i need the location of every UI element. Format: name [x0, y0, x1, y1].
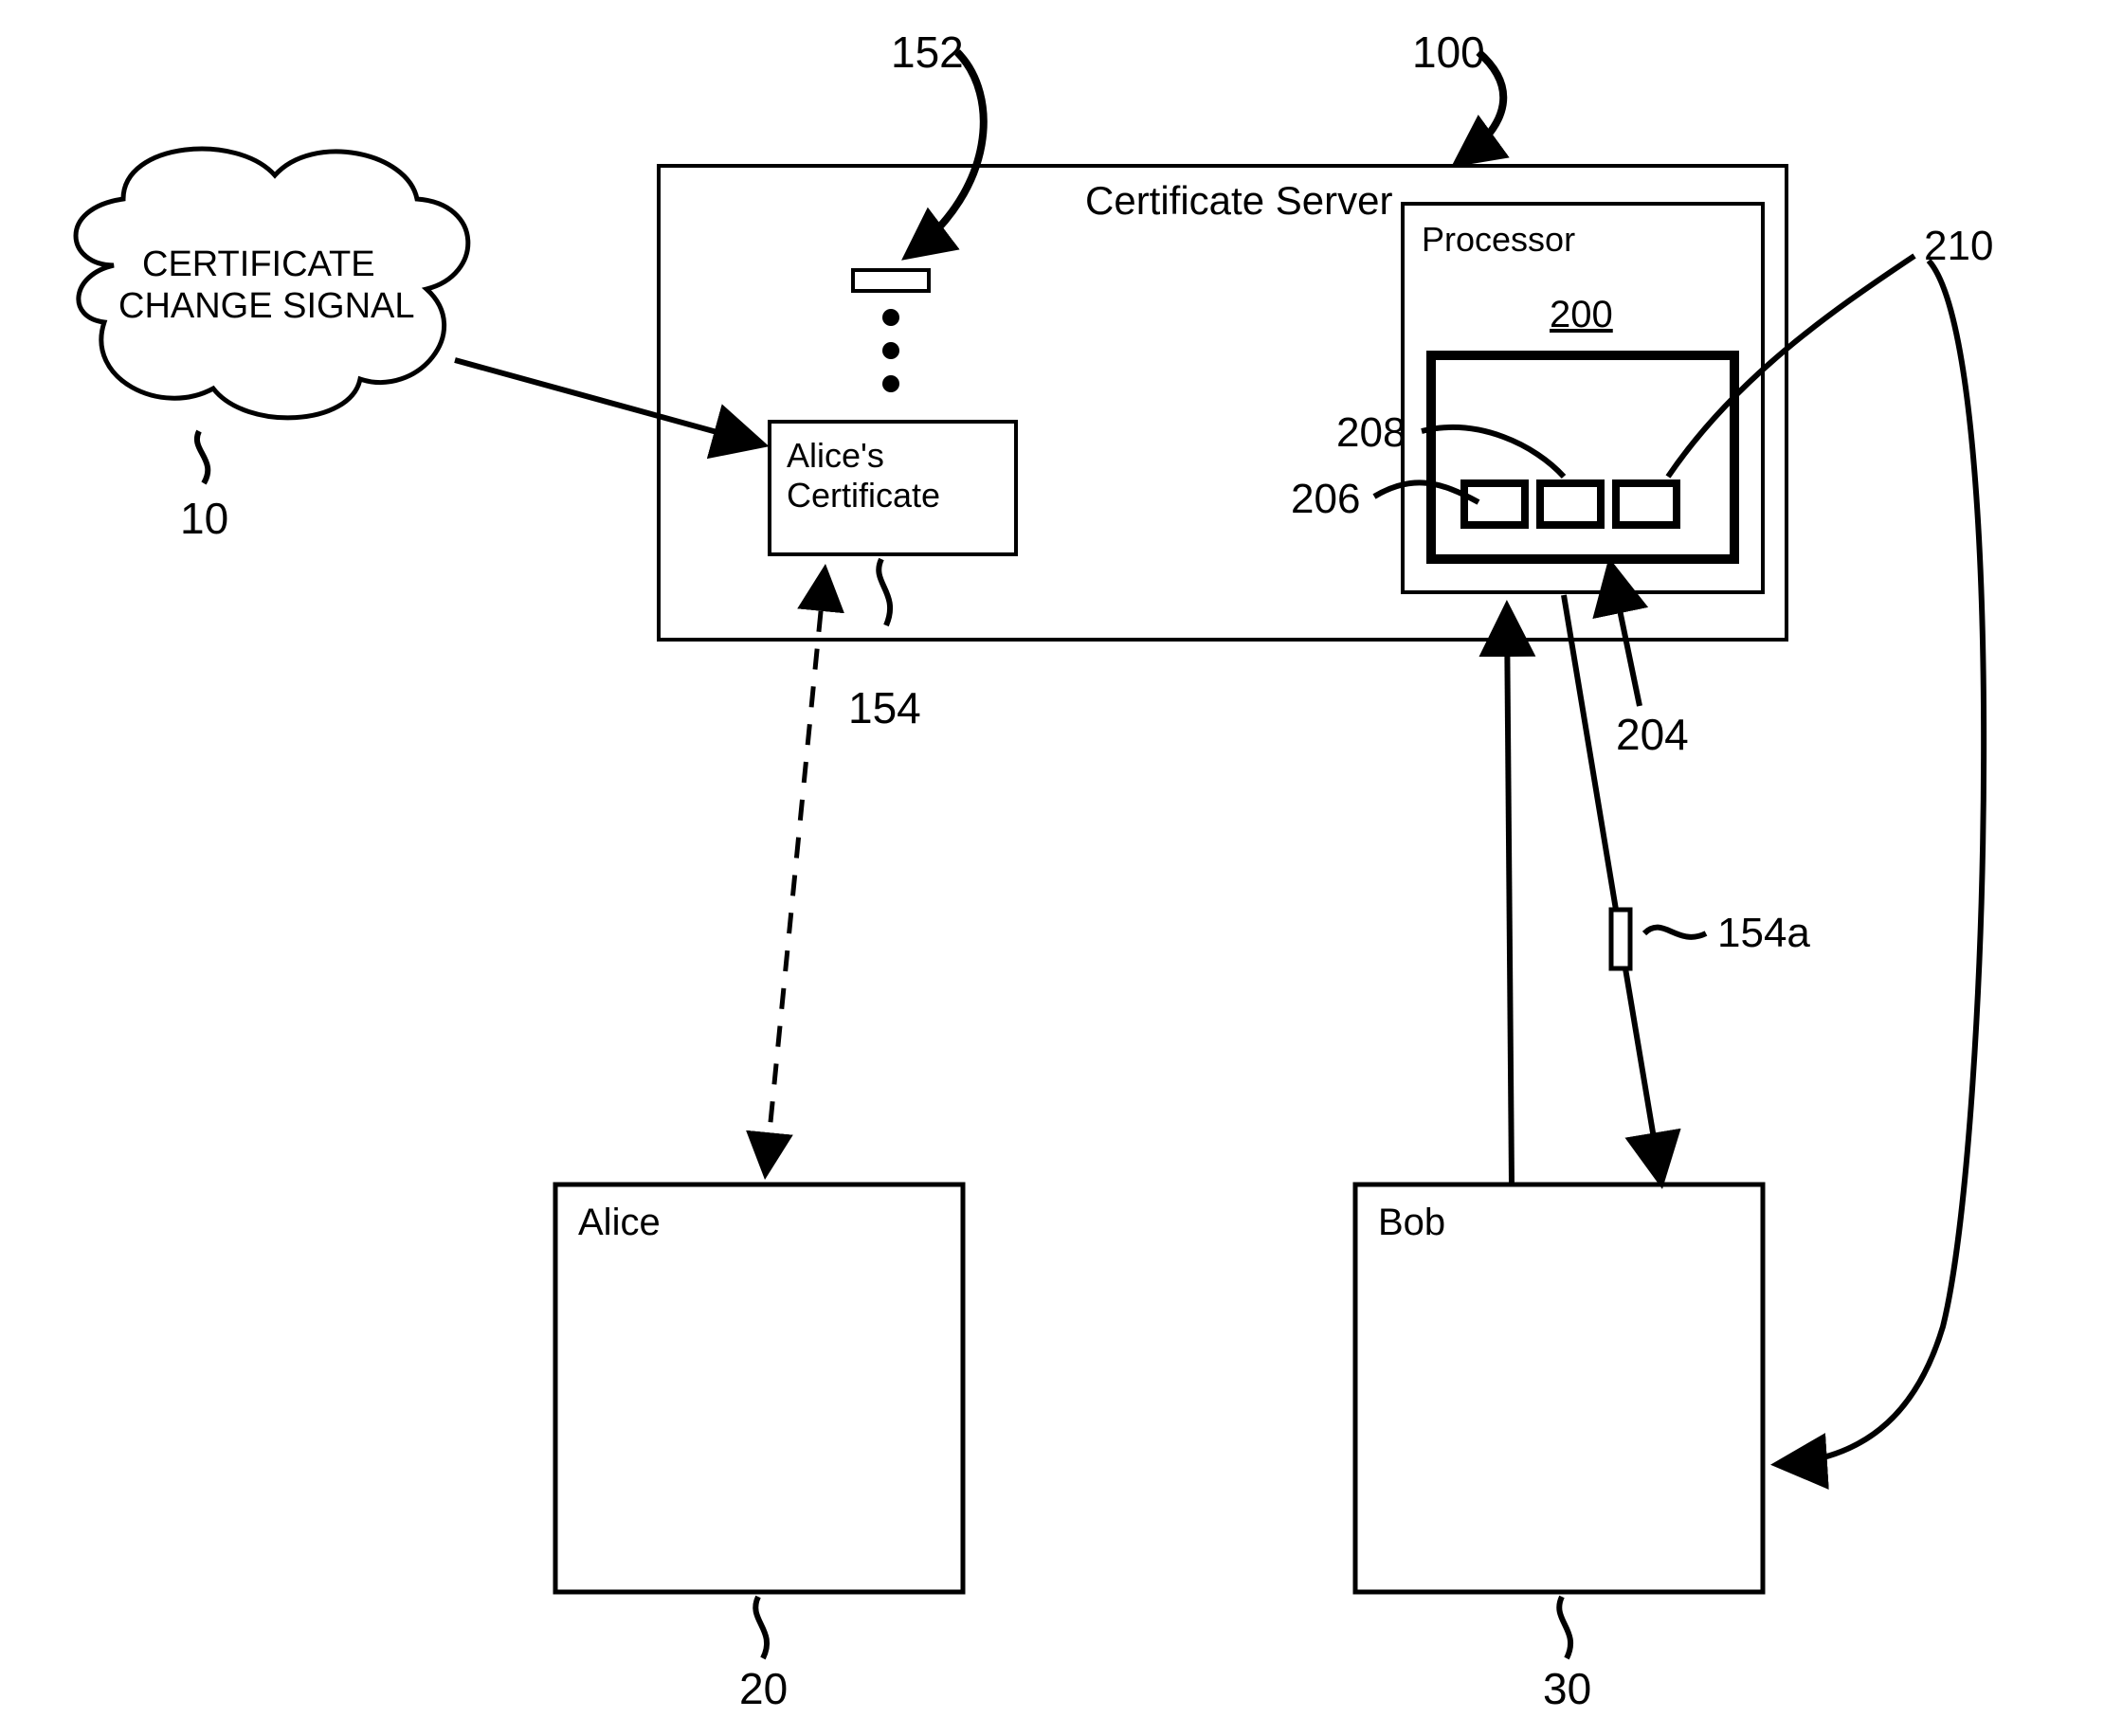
arrow-proc-down-2 [1625, 968, 1660, 1178]
ref-154: 154 [848, 682, 921, 733]
ref-100: 100 [1412, 27, 1485, 78]
dot [882, 309, 899, 326]
block-210 [1616, 483, 1677, 525]
ref-10: 10 [180, 493, 228, 544]
ref-208: 208 [1336, 409, 1406, 457]
dot [882, 342, 899, 359]
leader-208 [1422, 427, 1564, 477]
squiggle-30 [1559, 1597, 1570, 1658]
ref-152: 152 [891, 27, 964, 78]
ref-20: 20 [739, 1663, 788, 1714]
squiggle-154 [879, 559, 890, 625]
cert-line1: Alice's [787, 436, 884, 476]
small-rect-152 [853, 270, 929, 291]
cloud-text-1: CERTIFICATE [142, 244, 375, 285]
ref-204: 204 [1616, 709, 1689, 760]
squiggle-154a [1644, 928, 1706, 937]
arrow-cloud-to-cert [455, 360, 758, 443]
leader-210 [1668, 256, 1914, 477]
server-box [659, 166, 1787, 640]
block-208 [1540, 483, 1601, 525]
bob-label: Bob [1378, 1202, 1445, 1244]
alice-box [555, 1184, 963, 1592]
server-title: Certificate Server [1085, 178, 1392, 224]
alice-label: Alice [578, 1202, 661, 1244]
processor-id: 200 [1550, 294, 1613, 336]
chip-154a [1611, 910, 1630, 968]
cert-line2: Certificate [787, 476, 940, 515]
processor-box [1403, 204, 1763, 592]
ref-206: 206 [1291, 476, 1360, 523]
arrow-alice-cert [766, 573, 825, 1170]
arrow-long-to-bob [1782, 261, 1984, 1464]
dot [882, 375, 899, 392]
block-206 [1464, 483, 1525, 525]
arrow-proc-down-1 [1564, 595, 1616, 910]
ref-154a: 154a [1717, 910, 1810, 957]
ref-30: 30 [1543, 1663, 1591, 1714]
ref-210: 210 [1924, 223, 1993, 270]
squiggle-20 [755, 1597, 767, 1658]
processor-title: Processor [1422, 220, 1575, 260]
cloud-text-2: CHANGE SIGNAL [118, 286, 415, 327]
bob-box [1355, 1184, 1763, 1592]
leader-204 [1611, 569, 1640, 706]
arrow-152 [910, 52, 984, 254]
arrow-bob-up [1507, 611, 1512, 1184]
squiggle-10 [197, 431, 208, 483]
